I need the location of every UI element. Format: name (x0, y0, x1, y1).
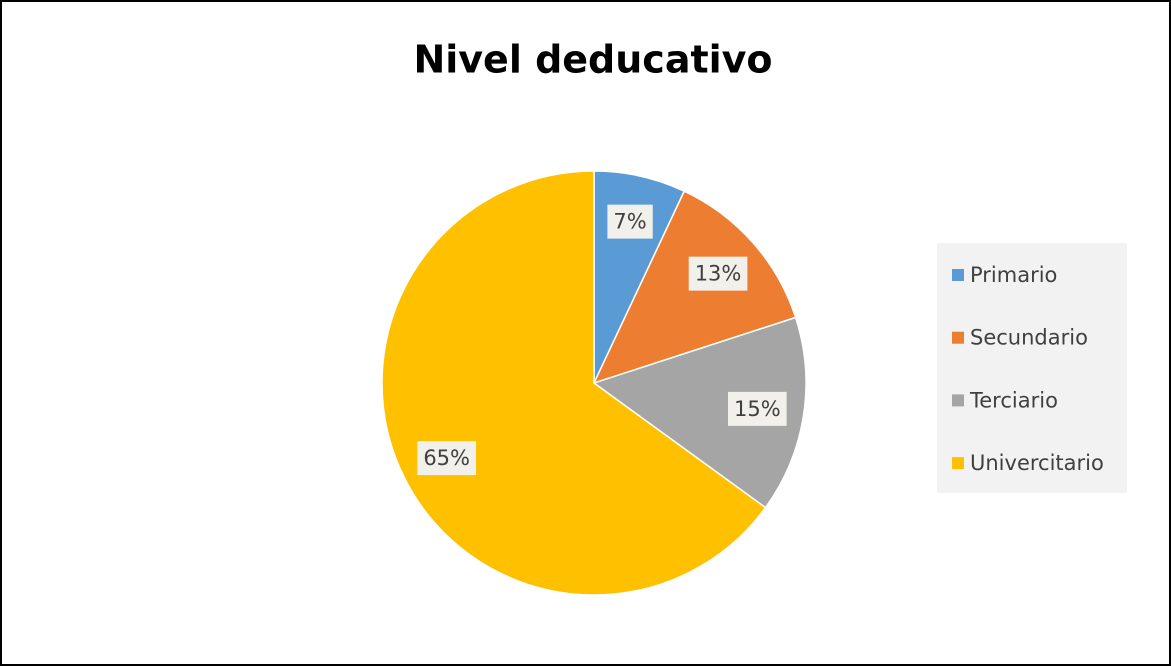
legend-box (937, 243, 1127, 493)
legend-label: Secundario (970, 326, 1088, 350)
legend-label: Primario (970, 263, 1057, 287)
legend-label: Terciario (969, 388, 1058, 412)
legend-swatch (952, 331, 964, 344)
legend-label: Univercitario (970, 451, 1104, 475)
data-label-bg (688, 256, 748, 291)
pie-slice (592, 316, 807, 509)
data-label-bg (417, 441, 477, 476)
data-label-bg (607, 204, 653, 239)
legend-swatch (952, 394, 964, 407)
pie-slice (381, 170, 767, 596)
chart-title: Nivel deducativo (413, 38, 772, 82)
data-label: 7% (613, 210, 646, 234)
legend-swatch (952, 457, 964, 470)
data-label-bg (727, 391, 787, 426)
data-label: 13% (695, 262, 742, 286)
legend-swatch (952, 269, 964, 281)
data-label: 15% (734, 397, 781, 421)
data-label: 65% (423, 446, 470, 470)
